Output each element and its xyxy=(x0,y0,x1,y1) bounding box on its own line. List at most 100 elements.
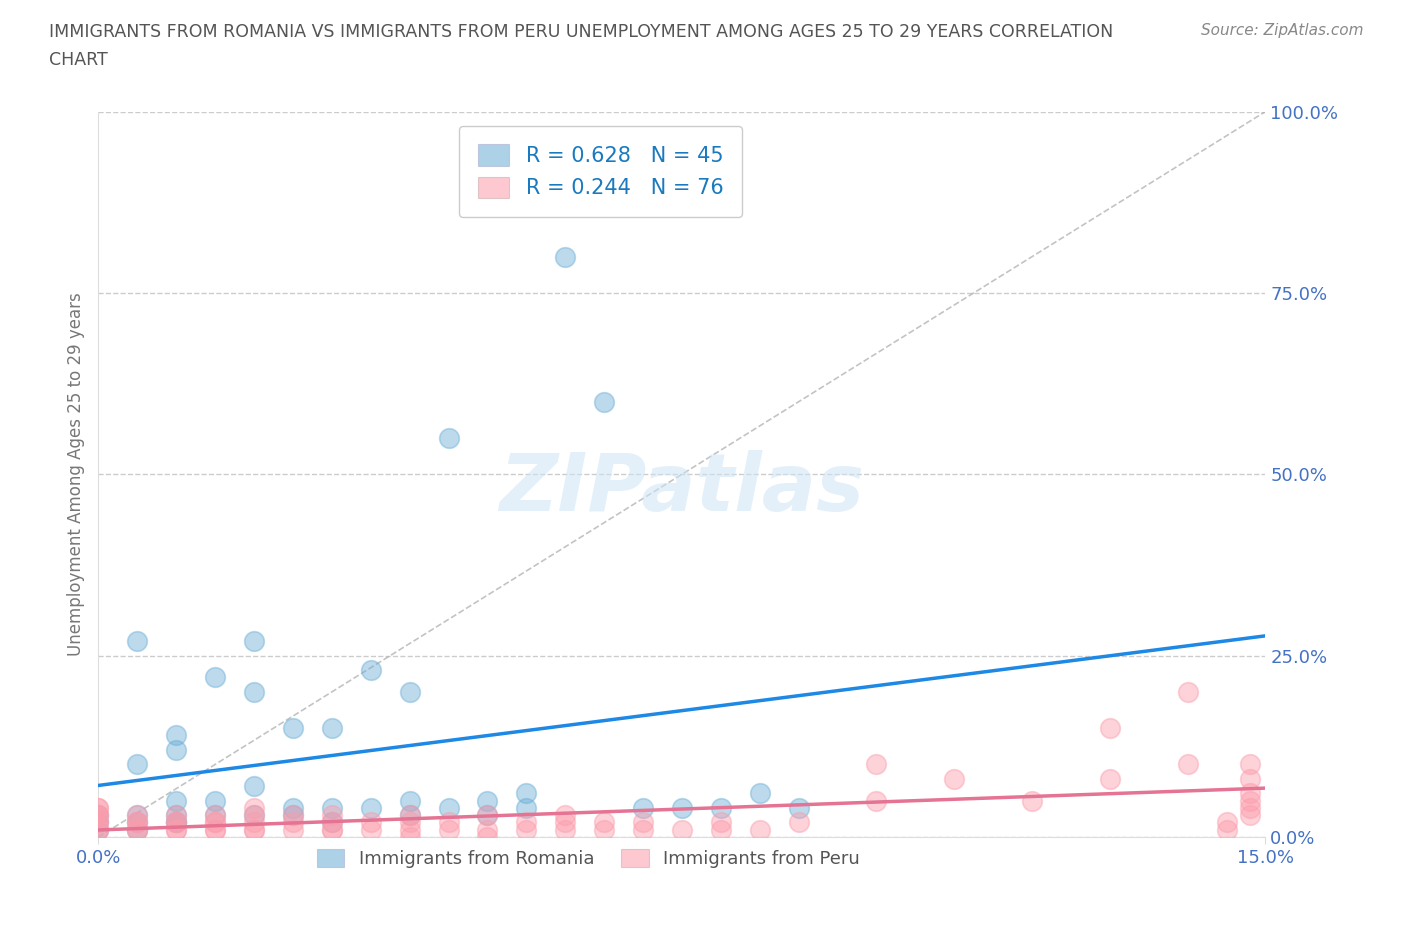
Point xyxy=(865,757,887,772)
Point xyxy=(243,815,266,830)
Y-axis label: Unemployment Among Ages 25 to 29 years: Unemployment Among Ages 25 to 29 years xyxy=(66,292,84,657)
Point xyxy=(87,815,110,830)
Point xyxy=(437,815,460,830)
Point xyxy=(243,633,266,648)
Point xyxy=(321,721,343,736)
Point xyxy=(127,808,149,823)
Point xyxy=(943,772,966,787)
Point xyxy=(321,822,343,837)
Point xyxy=(87,815,110,830)
Point xyxy=(1177,684,1199,699)
Point xyxy=(165,822,187,837)
Point xyxy=(710,822,733,837)
Text: CHART: CHART xyxy=(49,51,108,69)
Point xyxy=(165,793,187,808)
Text: ZIPatlas: ZIPatlas xyxy=(499,450,865,528)
Point xyxy=(204,670,226,684)
Point xyxy=(204,808,226,823)
Point xyxy=(1215,822,1237,837)
Point xyxy=(1098,772,1121,787)
Point xyxy=(398,822,420,837)
Point xyxy=(204,822,226,837)
Point xyxy=(748,786,770,801)
Point xyxy=(127,815,149,830)
Point xyxy=(127,633,149,648)
Point xyxy=(1239,786,1261,801)
Point xyxy=(204,822,226,837)
Point xyxy=(398,808,420,823)
Point xyxy=(321,815,343,830)
Point xyxy=(1098,721,1121,736)
Point xyxy=(87,808,110,823)
Point xyxy=(281,801,304,816)
Point xyxy=(87,808,110,823)
Point xyxy=(477,830,499,844)
Point xyxy=(321,815,343,830)
Point xyxy=(243,778,266,793)
Point xyxy=(87,815,110,830)
Point xyxy=(321,822,343,837)
Text: IMMIGRANTS FROM ROMANIA VS IMMIGRANTS FROM PERU UNEMPLOYMENT AMONG AGES 25 TO 29: IMMIGRANTS FROM ROMANIA VS IMMIGRANTS FR… xyxy=(49,23,1114,41)
Point xyxy=(554,249,576,264)
Point xyxy=(1239,793,1261,808)
Point xyxy=(710,801,733,816)
Point xyxy=(127,808,149,823)
Point xyxy=(165,822,187,837)
Point xyxy=(554,808,576,823)
Point xyxy=(204,815,226,830)
Point xyxy=(204,808,226,823)
Point xyxy=(515,815,537,830)
Point xyxy=(710,815,733,830)
Point xyxy=(1021,793,1043,808)
Point xyxy=(1215,815,1237,830)
Point xyxy=(398,684,420,699)
Point xyxy=(243,684,266,699)
Point xyxy=(281,721,304,736)
Point xyxy=(865,793,887,808)
Point xyxy=(243,822,266,837)
Point xyxy=(243,808,266,823)
Text: Source: ZipAtlas.com: Source: ZipAtlas.com xyxy=(1201,23,1364,38)
Point xyxy=(477,822,499,837)
Point xyxy=(398,815,420,830)
Point xyxy=(477,808,499,823)
Point xyxy=(204,793,226,808)
Point xyxy=(1239,772,1261,787)
Point xyxy=(593,822,616,837)
Point xyxy=(165,815,187,830)
Point xyxy=(748,822,770,837)
Point xyxy=(437,431,460,445)
Point xyxy=(671,801,693,816)
Point xyxy=(127,815,149,830)
Point xyxy=(593,815,616,830)
Point xyxy=(127,822,149,837)
Point xyxy=(165,815,187,830)
Point xyxy=(87,801,110,816)
Point xyxy=(321,808,343,823)
Point xyxy=(437,822,460,837)
Point xyxy=(515,822,537,837)
Point xyxy=(204,815,226,830)
Point xyxy=(281,808,304,823)
Point xyxy=(127,822,149,837)
Legend: R = 0.628   N = 45, R = 0.244   N = 76: R = 0.628 N = 45, R = 0.244 N = 76 xyxy=(458,126,742,217)
Point xyxy=(398,830,420,844)
Point xyxy=(165,815,187,830)
Point xyxy=(477,808,499,823)
Point xyxy=(515,786,537,801)
Point xyxy=(631,822,654,837)
Point xyxy=(127,757,149,772)
Point xyxy=(127,822,149,837)
Point xyxy=(87,822,110,837)
Point xyxy=(515,801,537,816)
Point xyxy=(554,822,576,837)
Point xyxy=(1177,757,1199,772)
Point xyxy=(787,801,810,816)
Point xyxy=(360,822,382,837)
Point xyxy=(398,808,420,823)
Point xyxy=(631,801,654,816)
Point xyxy=(398,793,420,808)
Point xyxy=(1239,808,1261,823)
Point xyxy=(477,793,499,808)
Point xyxy=(321,801,343,816)
